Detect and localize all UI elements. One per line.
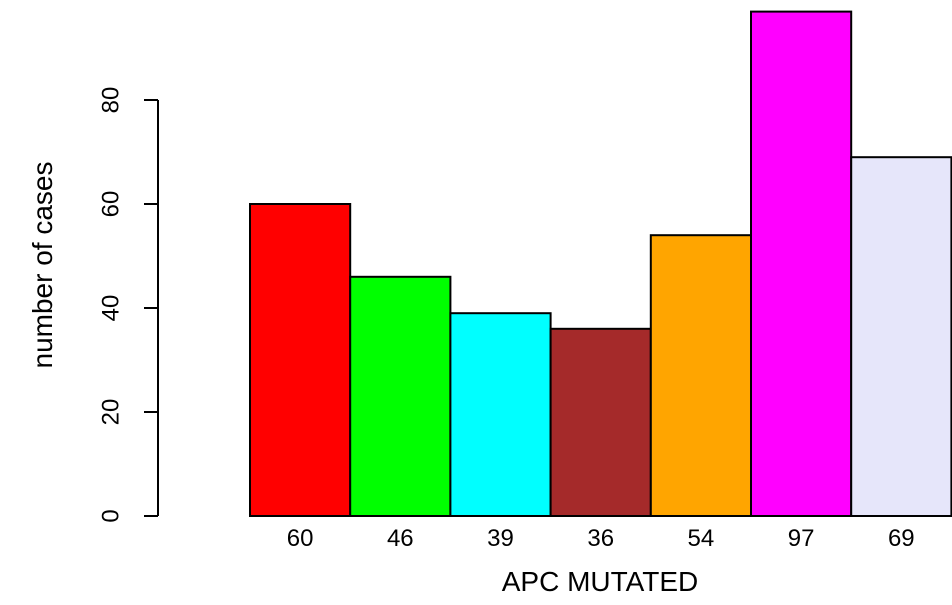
bar-39 bbox=[449, 312, 552, 518]
x-tick-label: 39 bbox=[487, 525, 514, 552]
bar-60 bbox=[249, 203, 352, 517]
y-axis: 0 20 40 60 80 bbox=[97, 87, 159, 523]
x-tick-labels: 60 46 39 36 54 97 69 bbox=[287, 525, 915, 552]
y-axis-title: number of cases bbox=[27, 162, 58, 369]
x-tick-label: 46 bbox=[387, 525, 414, 552]
bar-46 bbox=[349, 275, 452, 517]
y-tick-label: 20 bbox=[97, 399, 124, 426]
bars bbox=[249, 10, 952, 518]
x-tick-label: 60 bbox=[287, 525, 314, 552]
bar-36 bbox=[549, 327, 652, 517]
bar-54 bbox=[649, 234, 752, 517]
bar-97 bbox=[750, 10, 853, 517]
y-tick-label: 60 bbox=[97, 191, 124, 218]
x-tick-label: 36 bbox=[587, 525, 614, 552]
y-tick-label: 40 bbox=[97, 295, 124, 322]
x-tick-label: 54 bbox=[688, 525, 715, 552]
x-tick-label: 97 bbox=[788, 525, 815, 552]
bar-69 bbox=[850, 156, 952, 517]
x-axis-title: APC MUTATED bbox=[502, 566, 699, 597]
y-tick-label: 80 bbox=[97, 87, 124, 114]
y-tick-label: 0 bbox=[97, 509, 124, 522]
x-tick-label: 69 bbox=[888, 525, 915, 552]
